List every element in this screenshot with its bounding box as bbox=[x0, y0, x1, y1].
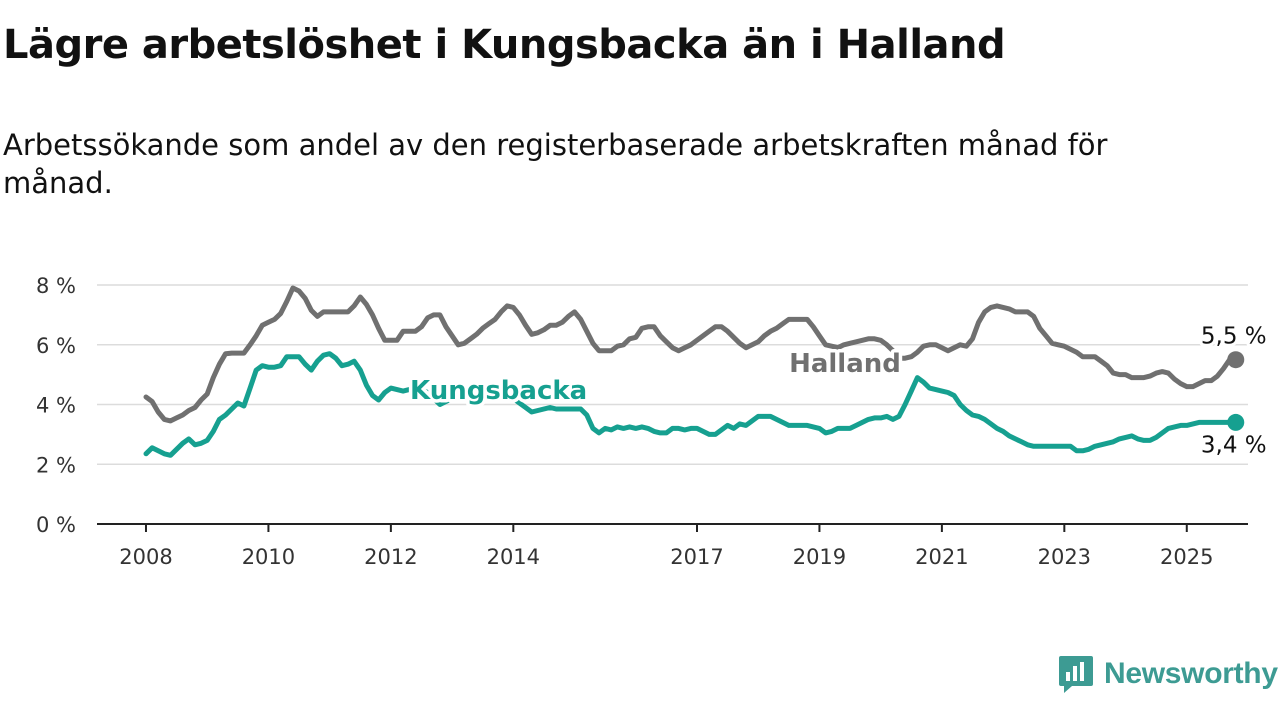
line-chart: 0 % 2 % 4 % 6 % 8 % 2008 2010 2012 2014 2017 2019 2… bbox=[36, 274, 1267, 569]
y-tick-label: 6 % bbox=[36, 334, 76, 358]
series-line-kungsbacka bbox=[143, 351, 1239, 458]
end-value-label-halland: 5,5 % bbox=[1201, 324, 1267, 350]
y-tick-label: 4 % bbox=[36, 394, 76, 418]
brand-logo[interactable]: Newsworthy bbox=[1058, 652, 1278, 696]
chart-title: Lägre arbetslöshet i Kungsbacka än i Hal… bbox=[3, 22, 1006, 68]
x-tick-label: 2012 bbox=[364, 545, 417, 569]
chart-subtitle: Arbetssökande som andel av den registerb… bbox=[3, 128, 1108, 200]
x-tick-label: 2019 bbox=[793, 545, 846, 569]
series-label-kungsbacka: Kungsbacka bbox=[410, 376, 587, 406]
end-point-halland bbox=[1227, 351, 1245, 369]
end-point-kungsbacka bbox=[1227, 413, 1245, 431]
x-tick-label: 2014 bbox=[487, 545, 540, 569]
end-value-label-kungsbacka: 3,4 % bbox=[1201, 432, 1267, 458]
y-tick-label: 8 % bbox=[36, 274, 76, 298]
x-tick-label: 2023 bbox=[1038, 545, 1091, 569]
x-tick-label: 2008 bbox=[119, 545, 172, 569]
newsworthy-logo-icon bbox=[1059, 656, 1093, 693]
x-tick-label: 2017 bbox=[670, 545, 723, 569]
y-tick-label: 2 % bbox=[36, 453, 76, 477]
x-tick-label: 2010 bbox=[242, 545, 295, 569]
x-tick-label: 2025 bbox=[1160, 545, 1213, 569]
x-tick-label: 2021 bbox=[915, 545, 968, 569]
y-tick-label: 0 % bbox=[36, 513, 76, 537]
series-label-halland: Halland bbox=[789, 349, 901, 379]
brand-name: Newsworthy bbox=[1104, 657, 1278, 690]
series-line-halland bbox=[143, 285, 1239, 424]
